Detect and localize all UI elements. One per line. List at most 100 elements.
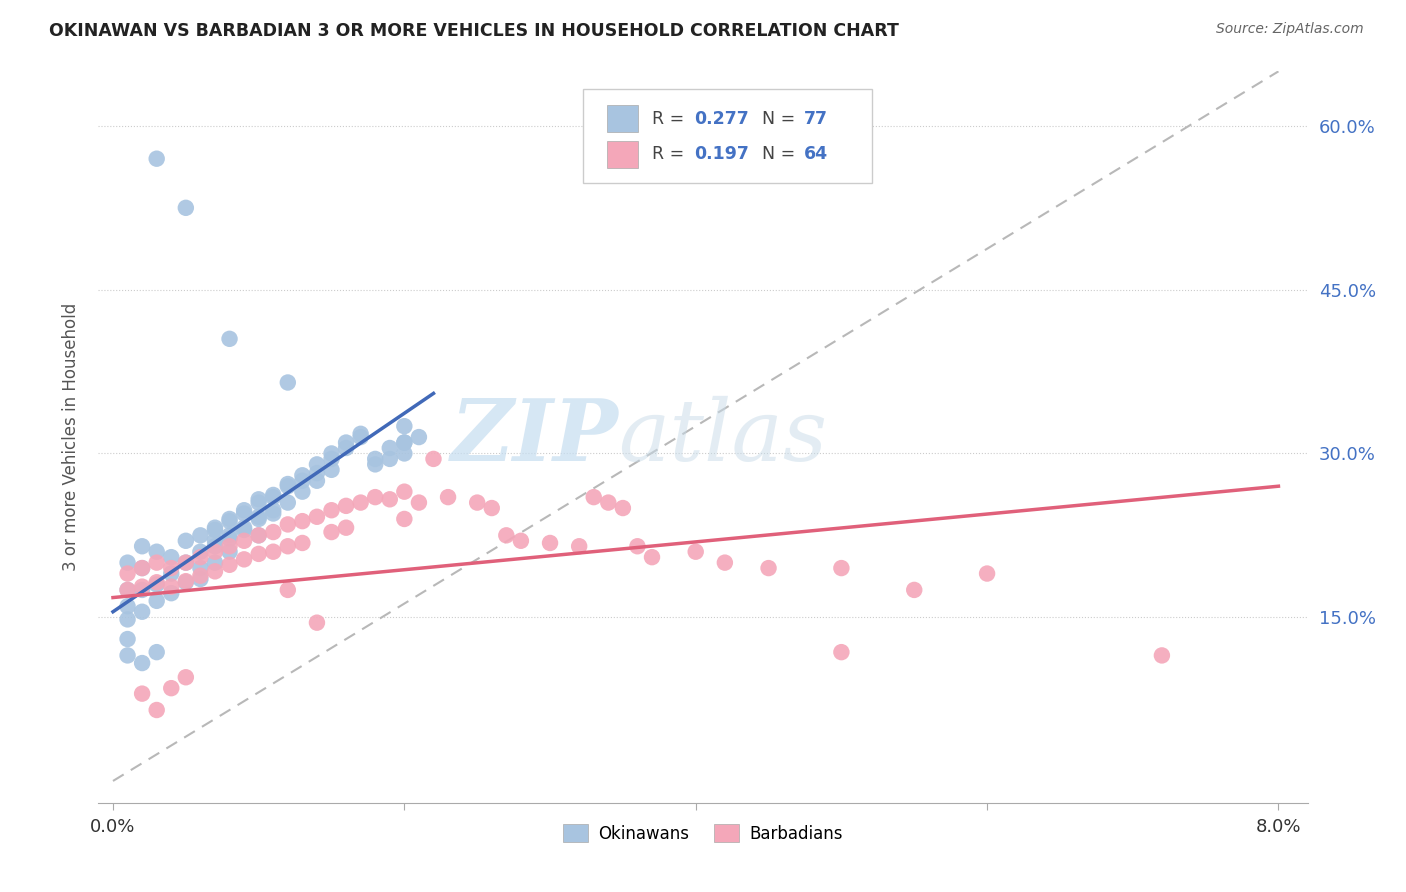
Point [408,495,430,509]
Point [262,488,284,502]
Point [218,558,240,572]
Point [174,574,197,589]
Point [117,566,139,581]
Point [204,539,226,553]
Point [247,495,270,509]
Point [598,495,620,509]
Point [262,503,284,517]
Text: 64: 64 [804,145,828,163]
Point [378,492,401,507]
Point [291,474,314,488]
Point [117,582,139,597]
Point [117,599,139,614]
Point [145,645,167,659]
Text: R =: R = [652,110,690,128]
Point [277,539,299,553]
Point [233,521,256,535]
Point [903,582,925,597]
Point [233,503,256,517]
Point [364,490,387,504]
Point [145,594,167,608]
Point [830,561,852,575]
Point [247,528,270,542]
Point [247,509,270,524]
Text: OKINAWAN VS BARBADIAN 3 OR MORE VEHICLES IN HOUSEHOLD CORRELATION CHART: OKINAWAN VS BARBADIAN 3 OR MORE VEHICLES… [49,22,898,40]
Point [204,556,226,570]
Point [291,514,314,528]
Point [204,565,226,579]
Point [218,528,240,542]
Point [321,446,343,460]
Point [131,561,153,575]
Point [160,561,183,575]
Point [218,332,240,346]
Point [190,572,212,586]
Point [174,556,197,570]
Point [305,458,328,472]
Point [145,703,167,717]
Point [160,580,183,594]
Text: R =: R = [652,145,690,163]
Point [321,503,343,517]
Point [145,545,167,559]
Point [233,533,256,548]
Point [394,446,416,460]
Point [568,539,591,553]
Point [131,605,153,619]
Point [685,545,707,559]
Point [218,532,240,546]
Point [481,501,503,516]
Point [204,545,226,559]
Point [277,479,299,493]
Text: N =: N = [762,110,801,128]
Point [117,632,139,646]
Point [117,612,139,626]
Point [233,523,256,537]
Point [247,492,270,507]
Point [291,468,314,483]
Point [641,550,664,565]
Point [174,575,197,590]
Point [277,477,299,491]
Point [190,568,212,582]
Point [350,430,373,444]
Point [321,451,343,466]
Text: 77: 77 [804,110,828,128]
Point [495,528,517,542]
Point [277,495,299,509]
Point [233,507,256,521]
Point [247,528,270,542]
Text: N =: N = [762,145,801,163]
Point [976,566,998,581]
Point [394,419,416,434]
Legend: Okinawans, Barbadians: Okinawans, Barbadians [557,818,849,849]
Point [321,463,343,477]
Point [262,490,284,504]
Point [160,586,183,600]
Text: ZIP: ZIP [450,395,619,479]
Text: atlas: atlas [619,396,828,478]
Point [582,490,605,504]
Point [509,533,531,548]
Point [174,556,197,570]
Point [335,521,357,535]
Point [262,507,284,521]
Point [335,499,357,513]
Point [131,582,153,597]
Y-axis label: 3 or more Vehicles in Household: 3 or more Vehicles in Household [62,303,80,571]
Point [714,556,737,570]
Point [117,648,139,663]
Point [204,533,226,548]
Point [277,517,299,532]
Point [291,536,314,550]
Point [394,435,416,450]
Point [204,521,226,535]
Point [117,582,139,597]
Point [350,495,373,509]
Point [218,539,240,553]
Point [335,435,357,450]
Point [174,533,197,548]
Text: 0.277: 0.277 [695,110,749,128]
Point [145,556,167,570]
Point [305,615,328,630]
